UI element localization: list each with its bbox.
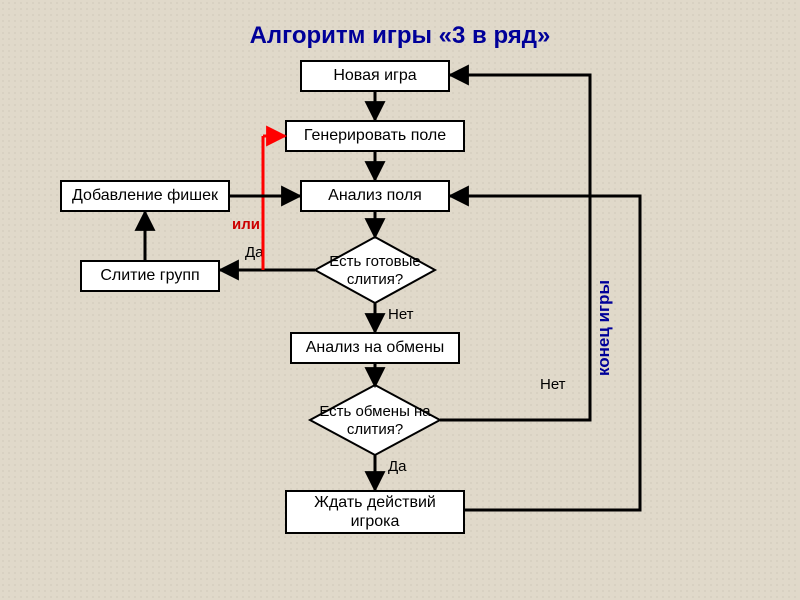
node-analyze-swap: Анализ на обмены: [290, 332, 460, 364]
diamond-swap-merge: [310, 385, 440, 455]
label-or: или: [232, 216, 260, 233]
label-no2: Нет: [540, 376, 566, 393]
node-label: Добавление фишек: [72, 186, 218, 205]
node-label: Генерировать поле: [304, 126, 446, 145]
node-label: Анализ на обмены: [306, 338, 445, 357]
node-label: Ждать действий игрока: [291, 493, 459, 531]
label-yes1: Да: [245, 244, 264, 261]
diamond-label-ready: Есть готовые слития?: [305, 253, 445, 289]
label-yes2: Да: [388, 458, 407, 475]
node-generate: Генерировать поле: [285, 120, 465, 152]
diamond-ready-merge: [315, 237, 435, 303]
diamond-label-swap: Есть обмены на слития?: [305, 403, 445, 439]
node-label: Анализ поля: [328, 186, 422, 205]
page-title: Алгоритм игры «3 в ряд»: [0, 22, 800, 50]
node-add-chips: Добавление фишек: [60, 180, 230, 212]
node-new-game: Новая игра: [300, 60, 450, 92]
node-merge-groups: Слитие групп: [80, 260, 220, 292]
node-label: Слитие групп: [100, 266, 199, 285]
node-analyze: Анализ поля: [300, 180, 450, 212]
label-no1: Нет: [388, 306, 414, 323]
label-end-game: конец игры: [594, 280, 614, 376]
node-wait-player: Ждать действий игрока: [285, 490, 465, 534]
node-label: Новая игра: [333, 66, 416, 85]
